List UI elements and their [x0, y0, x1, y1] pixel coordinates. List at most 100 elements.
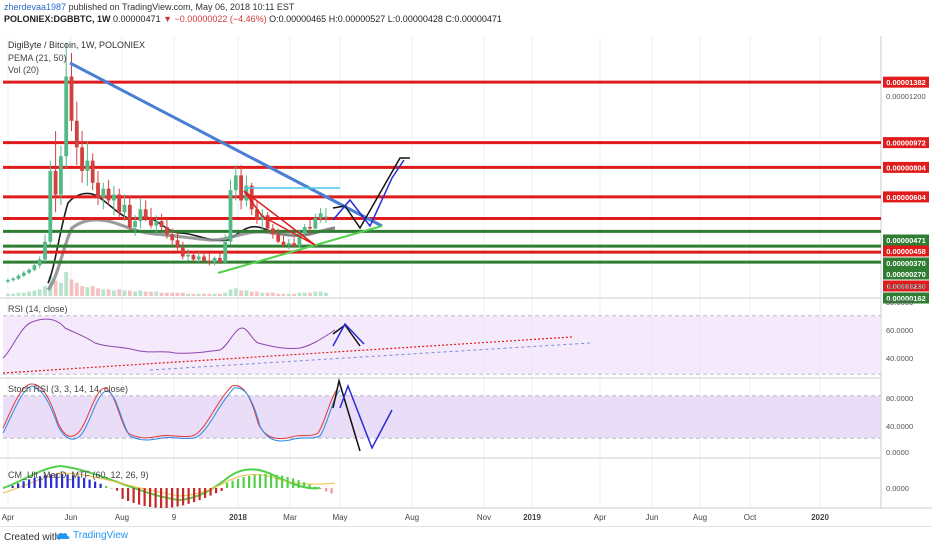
- candle-body: [318, 213, 323, 219]
- volume-bar: [297, 292, 302, 296]
- volume-bar: [112, 290, 116, 296]
- candle-body: [32, 265, 37, 270]
- candle-body: [27, 269, 31, 273]
- volume-bar: [228, 289, 233, 296]
- macd-histogram-bar: [220, 488, 223, 491]
- macd-histogram-bar: [11, 485, 14, 488]
- x-tick-label: 2018: [229, 513, 247, 522]
- macd-histogram-bar: [259, 474, 262, 488]
- volume-bar: [212, 293, 217, 296]
- macd-histogram-bar: [66, 474, 69, 488]
- author-link[interactable]: zherdevaa1987: [4, 2, 67, 12]
- macd-histogram-bar: [55, 474, 58, 488]
- macd-histogram-bar: [127, 488, 130, 502]
- macd-histogram-bar: [171, 488, 174, 508]
- candle-body: [228, 190, 233, 242]
- candle-body: [308, 227, 312, 229]
- candle-body: [302, 227, 307, 233]
- vol-legend: Vol (20): [8, 65, 39, 75]
- x-tick-label: Aug: [693, 513, 707, 522]
- volume-bar: [133, 291, 137, 296]
- y-tick-label: 0.00001200: [886, 92, 926, 101]
- volume-bar: [223, 292, 228, 296]
- candle-body: [170, 234, 175, 241]
- published-text: published on TradingView.com, May 06, 20…: [68, 2, 295, 12]
- macd-histogram-bar: [28, 479, 31, 488]
- ohlc-line: POLONIEX:DGBBTC, 1W 0.00000471 ▼ −0.0000…: [4, 14, 502, 24]
- candle-body: [154, 221, 159, 226]
- volume-bar: [69, 279, 74, 296]
- rsi-legend: RSI (14, close): [8, 304, 68, 314]
- price-label: 0.00000972: [886, 139, 926, 148]
- volume-bar: [318, 291, 323, 296]
- macd-histogram-bar: [193, 488, 196, 503]
- candle-body: [138, 209, 143, 222]
- macd-histogram-bar: [22, 481, 25, 488]
- stoch-projection-blue: [339, 383, 393, 450]
- open-value: O:0.00000465: [269, 14, 327, 24]
- y-tick-label: 80.0000: [886, 298, 913, 307]
- price-label: 0.00000471: [886, 236, 926, 245]
- chart-area[interactable]: 0.00001382 0.00000972 0.00000804 0.00000604…: [0, 28, 932, 526]
- price-label-box: [883, 76, 929, 88]
- y-tick-label: 60.0000: [886, 326, 913, 335]
- rsi-dotted-red: [2, 336, 573, 374]
- x-tick-label: Jun: [65, 513, 78, 522]
- macd-histogram-bar: [231, 480, 234, 488]
- volume-bar: [74, 282, 79, 296]
- rsi-pane: [2, 316, 881, 374]
- volume-bar: [165, 292, 169, 296]
- chart-drawings: [69, 61, 410, 274]
- macd-histogram-bar: [330, 488, 333, 494]
- price-label: 0.00000162: [886, 294, 926, 303]
- price-label-box: [883, 292, 929, 304]
- macd-histogram-bar: [154, 488, 157, 508]
- signal-line: [2, 472, 336, 497]
- macd-histogram-bar: [88, 479, 91, 488]
- volume-bar: [43, 286, 47, 296]
- macd-histogram-bar: [264, 474, 267, 488]
- macd-histogram-bar: [308, 484, 311, 488]
- y-tick-label: 40.0000: [886, 422, 913, 431]
- stoch-legend: Stoch RSI (3, 3, 14, 14, close): [8, 384, 128, 394]
- candle-body: [191, 255, 196, 260]
- candle-body: [265, 215, 270, 229]
- macd-histogram-bar: [121, 488, 124, 499]
- price-label: 0.00000804: [886, 163, 926, 172]
- candle-body: [202, 256, 206, 261]
- candle-body: [112, 194, 116, 201]
- macd-histogram-bar: [198, 488, 201, 501]
- tradingview-brand[interactable]: TradingView: [56, 530, 128, 541]
- price-label-box: [883, 280, 929, 292]
- macd-histogram-bar: [160, 488, 163, 508]
- candle-body: [255, 209, 259, 220]
- macd-histogram-bar: [292, 478, 295, 488]
- price-label-box: [883, 257, 929, 269]
- candle-body: [175, 240, 180, 248]
- candle-body: [276, 234, 281, 242]
- macd-histogram-bar: [182, 488, 185, 506]
- candle-body: [324, 216, 328, 218]
- rsi-projection-blue: [332, 322, 365, 347]
- change-value: −0.00000022 (−4.46%): [174, 14, 267, 24]
- stoch-projection-black: [332, 378, 361, 452]
- volume-bar: [233, 288, 238, 296]
- candle-body: [297, 232, 302, 247]
- publish-line: zherdevaa1987 published on TradingView.c…: [4, 2, 294, 12]
- x-tick-label: Aug: [115, 513, 129, 522]
- x-tick-label: Apr: [594, 513, 607, 522]
- macd-histogram-bar: [39, 476, 42, 488]
- macd-histogram-bar: [303, 482, 306, 488]
- macd-histogram-bar: [72, 475, 75, 488]
- price-label-box: [883, 161, 929, 173]
- macd-histogram-bar: [253, 474, 256, 488]
- candle-body: [37, 259, 42, 266]
- candle-body: [218, 257, 222, 263]
- volume-bar: [59, 282, 63, 296]
- price-label: 0.00001382: [886, 78, 926, 87]
- y-tick-label: 0.0000: [886, 448, 909, 457]
- volume-bar: [85, 287, 90, 296]
- candle-body: [64, 76, 69, 157]
- volume-bar: [21, 292, 26, 296]
